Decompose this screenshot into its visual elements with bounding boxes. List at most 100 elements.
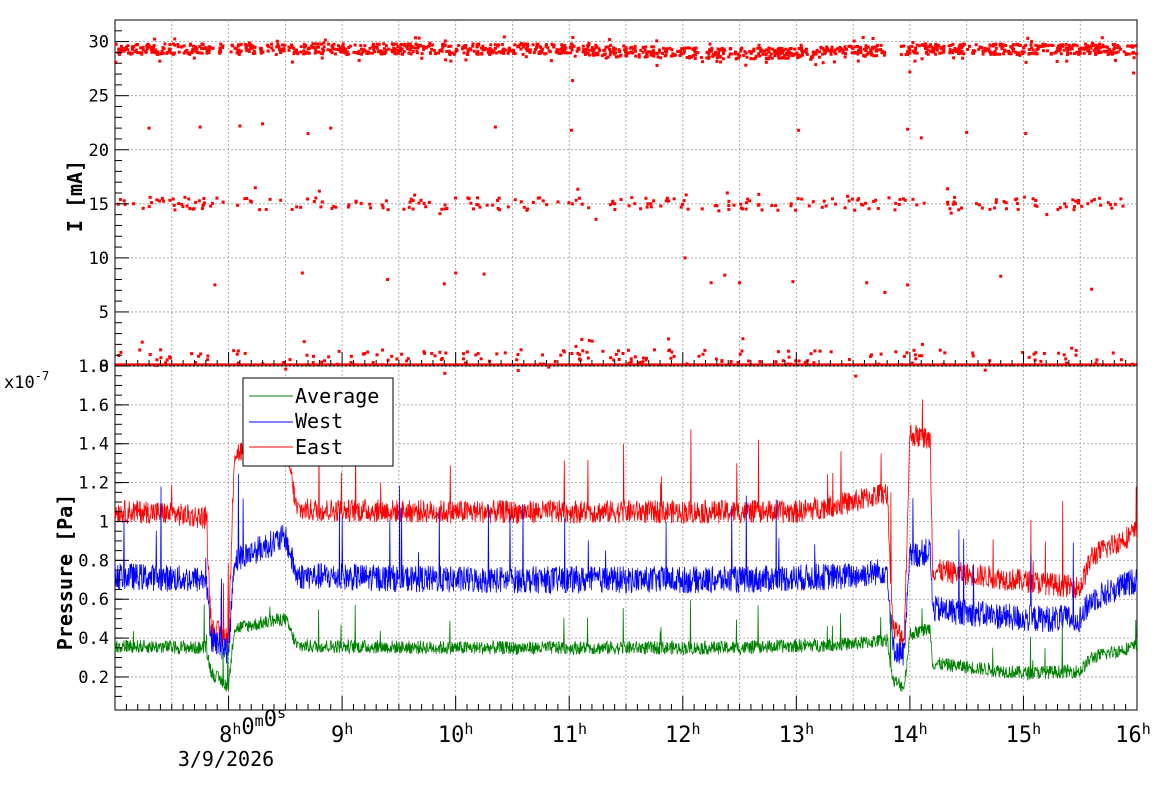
pressure-y-tick-label: 0.8 <box>78 551 109 571</box>
current-point <box>323 359 327 363</box>
current-point <box>1131 44 1135 48</box>
current-point <box>317 45 321 49</box>
current-point <box>649 202 653 206</box>
current-point <box>359 44 363 48</box>
current-point <box>506 205 510 209</box>
current-point <box>810 55 814 59</box>
current-point <box>329 49 333 53</box>
current-point <box>568 45 572 49</box>
current-point <box>154 48 158 52</box>
current-point <box>311 42 315 46</box>
current-point <box>962 42 966 46</box>
pressure-x-tick-label: 9h <box>331 720 353 748</box>
current-point <box>1030 51 1034 55</box>
current-point <box>799 43 803 47</box>
current-point <box>479 46 483 50</box>
current-point <box>306 47 310 51</box>
current-point <box>634 49 638 53</box>
current-point <box>442 282 446 286</box>
current-point <box>405 45 409 49</box>
current-point <box>631 51 635 55</box>
current-point <box>776 208 780 212</box>
current-point <box>1034 198 1038 202</box>
current-point <box>1091 41 1095 45</box>
current-point <box>676 49 680 53</box>
current-point <box>612 358 616 362</box>
current-point <box>898 198 902 202</box>
current-point <box>926 48 930 52</box>
current-point <box>807 204 811 208</box>
current-point <box>1029 46 1033 50</box>
current-point <box>709 49 713 53</box>
current-point <box>557 48 561 52</box>
current-point <box>521 52 525 56</box>
current-point <box>186 51 190 55</box>
current-point <box>893 208 897 212</box>
current-point <box>794 359 798 363</box>
current-point <box>768 55 772 59</box>
current-point <box>391 43 395 47</box>
current-point <box>260 49 264 53</box>
current-point <box>918 44 922 48</box>
current-point <box>725 191 729 195</box>
current-point <box>117 52 121 56</box>
current-point <box>253 186 257 190</box>
current-point <box>571 35 575 39</box>
current-point <box>738 54 742 58</box>
current-point <box>705 50 709 54</box>
current-point <box>667 337 671 341</box>
current-point <box>444 58 448 62</box>
current-point <box>1002 52 1006 56</box>
current-point <box>445 49 449 53</box>
current-point <box>1076 52 1080 56</box>
current-point <box>206 358 210 362</box>
current-point <box>639 48 643 52</box>
current-y-tick-label: 30 <box>89 33 109 53</box>
current-point <box>922 201 926 205</box>
current-point <box>1106 201 1110 205</box>
current-point <box>386 278 390 281</box>
current-point <box>570 352 574 356</box>
current-point <box>829 49 833 53</box>
current-point <box>1112 47 1116 51</box>
pressure-x-tick-label: 12h <box>665 720 701 748</box>
current-point <box>942 47 946 51</box>
current-point <box>856 59 860 63</box>
current-point <box>865 281 869 285</box>
current-point <box>907 45 911 49</box>
current-point <box>774 360 778 364</box>
current-point <box>1024 60 1028 64</box>
current-point <box>823 50 827 54</box>
current-point <box>786 56 790 60</box>
current-point <box>756 203 760 207</box>
current-point <box>516 368 520 372</box>
current-point <box>1067 43 1071 47</box>
current-point <box>939 51 943 55</box>
current-point <box>168 49 172 53</box>
current-point <box>1083 42 1087 46</box>
current-point <box>525 49 529 53</box>
current-point <box>684 193 688 197</box>
current-point <box>833 50 837 54</box>
current-point <box>466 48 470 52</box>
current-point <box>801 53 805 57</box>
current-point <box>649 50 653 54</box>
current-point <box>913 46 917 50</box>
current-point <box>449 59 453 63</box>
current-point <box>869 354 873 358</box>
current-point <box>1096 49 1100 53</box>
current-point <box>662 46 666 50</box>
current-point <box>384 48 388 52</box>
current-point <box>411 199 415 203</box>
current-point <box>652 51 656 55</box>
current-point <box>206 354 210 358</box>
current-point <box>867 207 871 211</box>
current-point <box>1096 45 1100 49</box>
current-point <box>952 56 956 60</box>
current-point <box>1064 42 1068 46</box>
current-point <box>524 55 528 59</box>
current-point <box>655 52 659 56</box>
current-point <box>946 187 950 191</box>
current-point <box>1097 42 1101 46</box>
current-point <box>686 207 690 211</box>
